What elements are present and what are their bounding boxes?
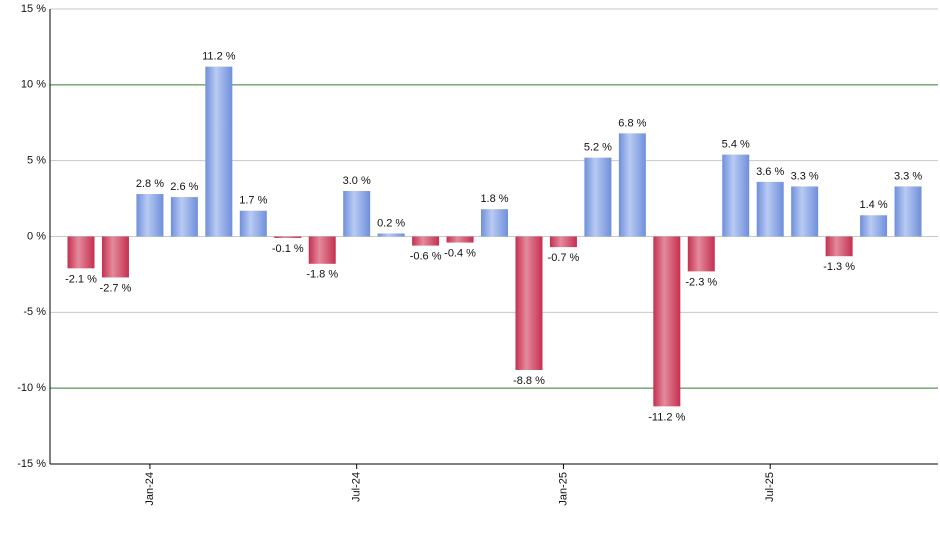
value-label: -2.7 % bbox=[100, 282, 132, 294]
bar bbox=[791, 186, 819, 237]
value-label: -0.4 % bbox=[444, 247, 476, 259]
value-label: 1.4 % bbox=[860, 199, 888, 211]
value-label: -0.1 % bbox=[272, 243, 304, 255]
bar bbox=[377, 233, 405, 237]
bar bbox=[722, 154, 750, 237]
value-label: -1.3 % bbox=[823, 261, 855, 273]
value-label: 1.7 % bbox=[239, 195, 267, 207]
bar bbox=[101, 236, 129, 278]
y-tick-label: -10 % bbox=[17, 382, 46, 394]
value-label: 2.8 % bbox=[136, 178, 164, 190]
value-label: 3.3 % bbox=[894, 170, 922, 182]
y-tick-label: -15 % bbox=[17, 458, 46, 470]
bar bbox=[274, 236, 302, 239]
bar bbox=[756, 181, 784, 237]
value-label: 3.0 % bbox=[343, 175, 371, 187]
bar bbox=[515, 236, 543, 370]
bar bbox=[239, 210, 267, 237]
x-tick-label: Jul-24 bbox=[351, 472, 363, 502]
y-tick-label: 5 % bbox=[27, 155, 46, 167]
y-tick-label: -5 % bbox=[23, 306, 46, 318]
value-label: -0.6 % bbox=[410, 251, 442, 263]
value-label: -2.1 % bbox=[65, 273, 97, 285]
bar bbox=[653, 236, 681, 407]
value-label: 5.2 % bbox=[584, 142, 612, 154]
bar bbox=[825, 236, 853, 257]
value-label: 3.6 % bbox=[756, 166, 784, 178]
x-tick-label: Jan-24 bbox=[144, 472, 156, 506]
bar bbox=[618, 133, 646, 237]
bar bbox=[584, 157, 612, 237]
value-label: 6.8 % bbox=[618, 117, 646, 129]
y-tick-label: 0 % bbox=[27, 230, 46, 242]
value-label: 2.6 % bbox=[170, 181, 198, 193]
bar bbox=[549, 236, 577, 248]
bar bbox=[412, 236, 440, 246]
bar bbox=[343, 191, 371, 237]
value-label: 3.3 % bbox=[791, 170, 819, 182]
y-tick-label: 10 % bbox=[21, 79, 46, 91]
bar bbox=[687, 236, 715, 272]
bar bbox=[860, 215, 888, 237]
bar bbox=[446, 236, 474, 243]
bar bbox=[205, 66, 233, 237]
value-label: 0.2 % bbox=[377, 217, 405, 229]
value-label: 1.8 % bbox=[480, 193, 508, 205]
bar bbox=[136, 194, 164, 237]
value-label: -11.2 % bbox=[648, 411, 685, 423]
bar bbox=[894, 186, 922, 237]
bar bbox=[67, 236, 95, 269]
x-tick-label: Jan-25 bbox=[557, 472, 569, 506]
value-label: -1.8 % bbox=[306, 269, 338, 281]
bar bbox=[481, 209, 509, 237]
value-label: 11.2 % bbox=[202, 51, 236, 63]
y-tick-label: 15 % bbox=[21, 3, 46, 15]
x-tick-label: Jul-25 bbox=[764, 472, 776, 502]
value-label: -0.7 % bbox=[548, 252, 580, 264]
value-label: 5.4 % bbox=[722, 139, 750, 151]
value-label: -2.3 % bbox=[685, 276, 717, 288]
value-label: -8.8 % bbox=[513, 375, 545, 387]
bar bbox=[170, 197, 198, 237]
bar bbox=[308, 236, 336, 264]
